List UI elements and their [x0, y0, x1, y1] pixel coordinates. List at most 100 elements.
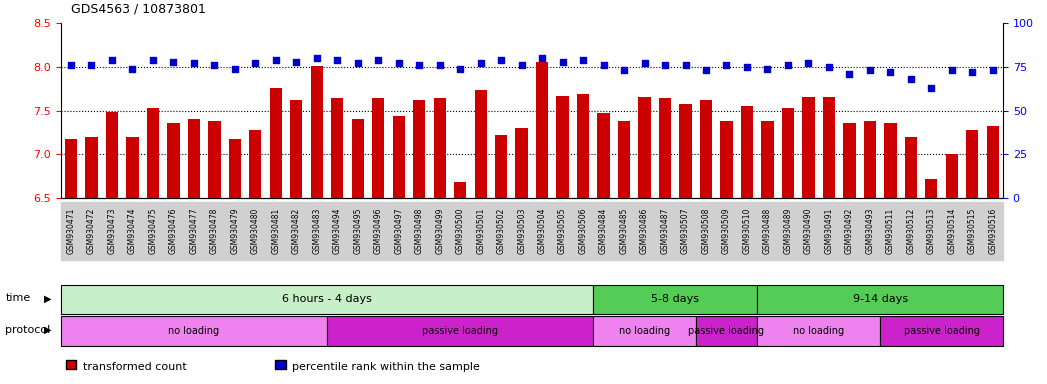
Bar — [106, 113, 118, 198]
Point — [83, 62, 99, 68]
Point — [800, 60, 817, 66]
Bar — [187, 119, 200, 198]
Bar — [168, 123, 179, 198]
Bar — [290, 100, 303, 198]
Point — [350, 60, 366, 66]
Bar — [594, 285, 757, 314]
Text: 5-8 days: 5-8 days — [651, 294, 699, 305]
Bar — [926, 179, 937, 198]
Bar — [327, 316, 594, 346]
Text: 6 hours - 4 days: 6 hours - 4 days — [282, 294, 372, 305]
Bar — [741, 106, 753, 198]
Point — [329, 57, 346, 63]
Point — [637, 60, 653, 66]
Bar — [311, 66, 322, 198]
Text: ▶: ▶ — [44, 293, 51, 303]
Point — [226, 66, 243, 72]
Point — [964, 69, 981, 75]
Bar — [843, 123, 855, 198]
Text: passive loading: passive loading — [689, 326, 764, 336]
Bar — [699, 100, 712, 198]
Point — [923, 85, 940, 91]
Bar — [331, 98, 343, 198]
Bar — [372, 98, 384, 198]
Point — [718, 62, 735, 68]
Bar — [966, 130, 979, 198]
Bar — [414, 100, 425, 198]
Point — [841, 71, 857, 77]
Bar — [454, 182, 466, 198]
Bar — [618, 121, 630, 198]
Bar — [823, 98, 836, 198]
Bar — [577, 94, 589, 198]
Point — [410, 62, 427, 68]
Point — [493, 57, 510, 63]
Bar — [761, 121, 774, 198]
Text: protocol: protocol — [5, 325, 50, 335]
Bar — [228, 139, 241, 198]
Bar — [598, 113, 609, 198]
Bar — [659, 98, 671, 198]
Bar — [945, 154, 958, 198]
Bar — [802, 98, 815, 198]
Text: time: time — [5, 293, 30, 303]
Text: 9-14 days: 9-14 days — [852, 294, 908, 305]
Text: no loading: no loading — [619, 326, 670, 336]
Point — [738, 64, 755, 70]
Point — [821, 64, 838, 70]
Point — [104, 57, 120, 63]
Point — [513, 62, 530, 68]
Point — [903, 76, 919, 82]
Point — [63, 62, 80, 68]
Point — [370, 57, 386, 63]
Bar — [270, 88, 282, 198]
Bar — [61, 316, 327, 346]
Bar — [680, 104, 692, 198]
Point — [759, 66, 776, 72]
Bar — [864, 121, 876, 198]
Point — [431, 62, 448, 68]
Point — [595, 62, 611, 68]
Point — [124, 66, 140, 72]
Point — [575, 57, 592, 63]
Bar — [85, 137, 97, 198]
Point — [943, 67, 960, 73]
Bar — [885, 123, 896, 198]
Point — [165, 58, 182, 65]
Point — [862, 67, 878, 73]
Bar — [881, 316, 1003, 346]
Point — [288, 58, 305, 65]
Text: percentile rank within the sample: percentile rank within the sample — [292, 362, 480, 372]
Bar — [757, 316, 881, 346]
Bar — [249, 130, 262, 198]
Bar — [61, 285, 594, 314]
Point — [185, 60, 202, 66]
Bar — [515, 128, 528, 198]
Point — [206, 62, 223, 68]
Text: passive loading: passive loading — [422, 326, 498, 336]
Point — [697, 67, 714, 73]
Bar — [495, 135, 508, 198]
Bar — [720, 121, 733, 198]
Bar — [393, 116, 405, 198]
Bar — [757, 285, 1003, 314]
Point — [247, 60, 264, 66]
Text: transformed count: transformed count — [83, 362, 186, 372]
Bar — [696, 316, 757, 346]
Text: passive loading: passive loading — [904, 326, 980, 336]
Point — [677, 62, 694, 68]
Bar — [352, 119, 364, 198]
Bar — [986, 126, 999, 198]
Point — [780, 62, 797, 68]
Bar — [639, 98, 650, 198]
Point — [984, 67, 1001, 73]
Text: no loading: no loading — [169, 326, 220, 336]
Bar — [208, 121, 221, 198]
Bar — [147, 108, 159, 198]
Text: ▶: ▶ — [44, 325, 51, 335]
Text: no loading: no loading — [793, 326, 844, 336]
Bar — [474, 89, 487, 198]
Point — [882, 69, 898, 75]
Point — [452, 66, 469, 72]
Bar — [127, 137, 138, 198]
